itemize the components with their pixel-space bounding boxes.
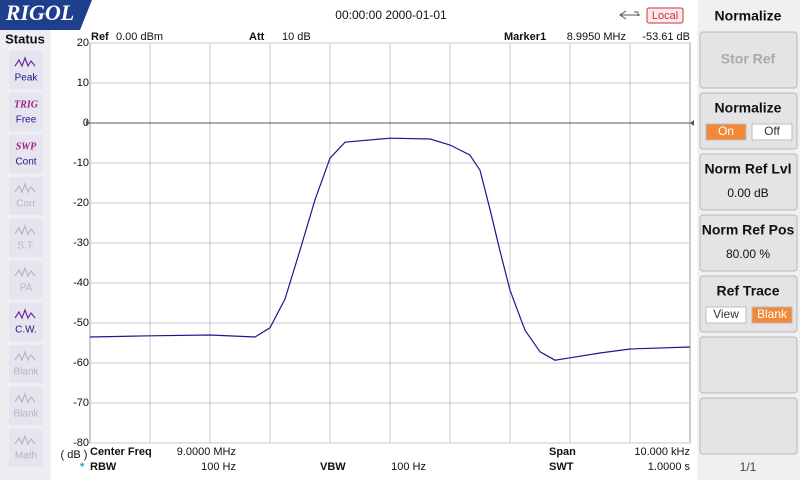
- y-tick-label: -50: [73, 317, 89, 329]
- info-text: SWT: [549, 461, 574, 473]
- y-tick-label: -30: [73, 237, 89, 249]
- menu-button[interactable]: [699, 397, 798, 455]
- usb-icon: [619, 10, 640, 20]
- info-text: 8.9950 MHz: [567, 31, 626, 43]
- mode-box: [646, 7, 684, 24]
- status-item: [9, 219, 43, 257]
- status-icon: [14, 182, 36, 194]
- y-tick-label: -80: [73, 437, 89, 449]
- status-label: Peak: [15, 73, 39, 84]
- menu-page: 1/1: [740, 460, 757, 474]
- status-label: Math: [15, 451, 37, 462]
- y-tick-label: -60: [73, 357, 89, 369]
- info-text: -53.61 dB: [642, 31, 690, 43]
- y-unit: ( dB ): [61, 449, 88, 461]
- info-text: Span: [549, 446, 576, 458]
- option-label: View: [713, 307, 739, 321]
- y-tick-label: -70: [73, 397, 89, 409]
- status-label: Cont: [15, 157, 36, 168]
- menu-button-label: Ref Trace: [716, 283, 779, 299]
- header-bar: [0, 0, 698, 30]
- info-text: 9.0000 MHz: [177, 446, 236, 458]
- status-icon: [14, 392, 36, 404]
- menu-button[interactable]: [699, 214, 798, 272]
- option-label: Off: [764, 124, 780, 138]
- info-text: 10.000 kHz: [634, 446, 690, 458]
- menu-button[interactable]: [699, 336, 798, 394]
- info-text: Marker1: [504, 31, 546, 43]
- y-tick-label: -10: [73, 157, 89, 169]
- status-item: [9, 51, 43, 89]
- y-tick-label: 20: [77, 37, 89, 49]
- status-label: Blank: [13, 409, 39, 420]
- mode: Local: [652, 10, 678, 22]
- y-tick-label: -40: [73, 277, 89, 289]
- status-icon: [14, 266, 36, 278]
- info-text: 100 Hz: [391, 461, 426, 473]
- option[interactable]: [705, 123, 747, 141]
- status-item: [9, 261, 43, 299]
- info-text: 100 Hz: [201, 461, 236, 473]
- status-item: [9, 387, 43, 425]
- menu-button-label: Norm Ref Lvl: [704, 161, 791, 177]
- info-text: Att: [249, 31, 265, 43]
- status-icon: [14, 224, 36, 236]
- option[interactable]: [751, 123, 793, 141]
- status-icon: [14, 350, 36, 362]
- y-tick-label: 0: [83, 117, 89, 129]
- info-text: 10 dB: [282, 31, 311, 43]
- option-label: On: [718, 124, 734, 138]
- status-label: PA: [20, 283, 33, 294]
- rbw-flag: *: [80, 461, 85, 473]
- datetime: 00:00:00 2000-01-01: [335, 8, 447, 22]
- status-item: [9, 345, 43, 383]
- menu-button[interactable]: [699, 153, 798, 211]
- status-tag: SWP: [16, 141, 37, 152]
- status-item: [9, 303, 43, 341]
- info-text: Center Freq: [90, 446, 152, 458]
- menu-title: Normalize: [715, 8, 782, 24]
- status-item: [9, 177, 43, 215]
- y-tick-label: 10: [77, 77, 89, 89]
- status-label: C.W.: [15, 325, 37, 336]
- status-title: Status: [5, 31, 45, 46]
- info-text: 0.00 dBm: [116, 31, 163, 43]
- logo-plate: [0, 0, 92, 30]
- info-text: Ref: [91, 31, 109, 43]
- info-text: VBW: [320, 461, 346, 473]
- menu-button-value: 80.00 %: [726, 247, 770, 261]
- option[interactable]: [751, 306, 793, 324]
- status-icon: [14, 56, 36, 68]
- status-label: S.T.: [17, 241, 34, 252]
- trace: [89, 137, 691, 361]
- info-text: 1.0000 s: [648, 461, 691, 473]
- menu-button-label: Stor Ref: [721, 51, 776, 67]
- brand: RIGOL: [5, 0, 74, 25]
- status-label: Blank: [13, 367, 39, 378]
- status-item: [9, 93, 43, 131]
- option[interactable]: [705, 306, 747, 324]
- status-icon: [14, 308, 36, 320]
- menu-button[interactable]: [699, 31, 798, 89]
- status-icon: [14, 434, 36, 446]
- status-item: [9, 429, 43, 467]
- y-tick-label: -20: [73, 197, 89, 209]
- status-label: Corr: [16, 199, 36, 210]
- menu-button-label: Norm Ref Pos: [702, 222, 795, 238]
- status-tag: TRIG: [14, 99, 39, 110]
- status-label: Free: [16, 115, 37, 126]
- menu-button-value: 0.00 dB: [727, 186, 768, 200]
- menu-button-label: Normalize: [715, 100, 782, 116]
- option-label: Blank: [757, 307, 788, 321]
- status-item: [9, 135, 43, 173]
- info-text: RBW: [90, 461, 117, 473]
